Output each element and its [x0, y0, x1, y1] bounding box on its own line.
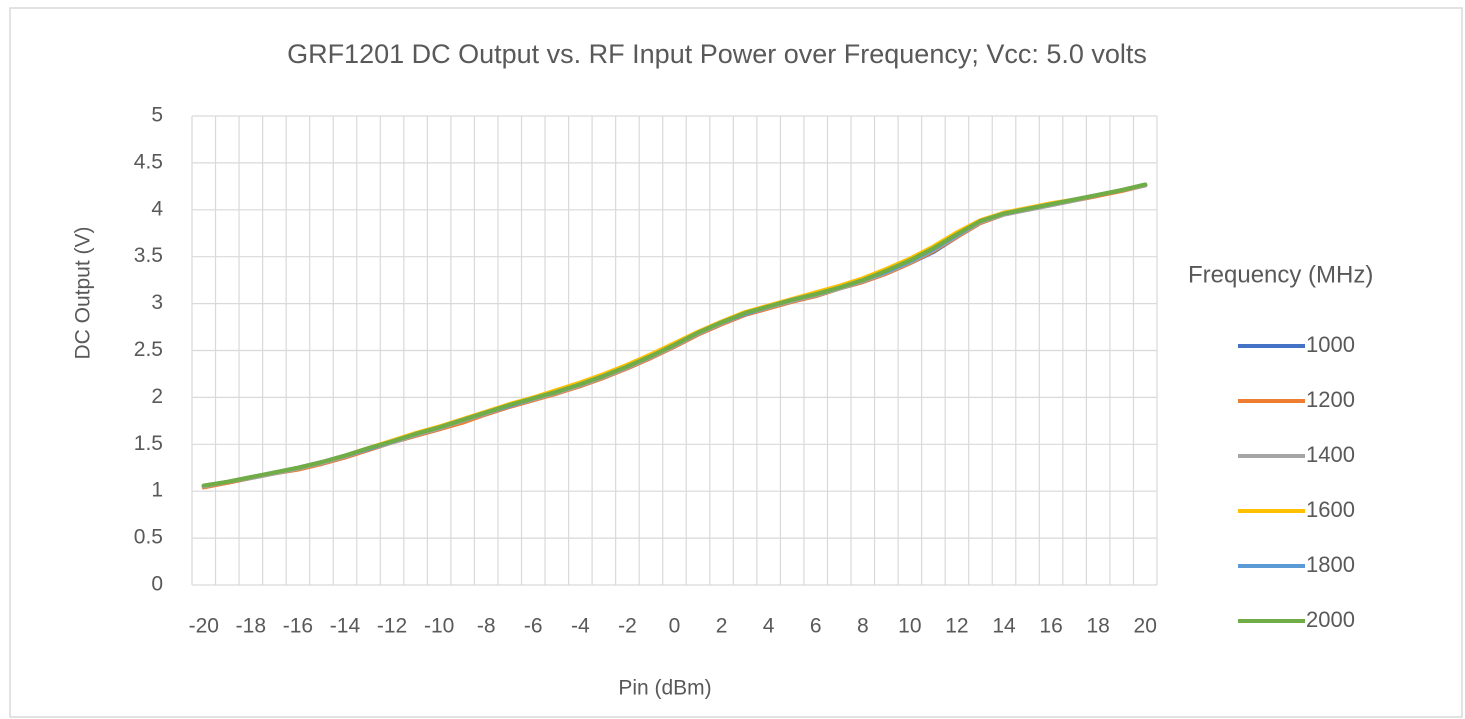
legend-label: 1400 [1306, 442, 1355, 467]
legend-label: 1200 [1306, 387, 1355, 412]
y-tick-label: 3 [151, 291, 163, 314]
x-tick-label: 8 [857, 615, 869, 638]
y-tick-label: 4 [151, 197, 163, 220]
legend-label: 1800 [1306, 552, 1355, 577]
x-tick-label: 10 [898, 615, 921, 638]
x-tick-label: 20 [1134, 615, 1157, 638]
x-tick-label: -16 [283, 615, 313, 638]
y-tick-label: 1 [151, 479, 163, 502]
y-tick-label: 2.5 [134, 338, 163, 361]
y-tick-label: 2 [151, 385, 163, 408]
chart-title: GRF1201 DC Output vs. RF Input Power ove… [287, 39, 1147, 69]
y-tick-label: 5 [151, 104, 163, 127]
y-tick-label: 1.5 [134, 432, 163, 455]
x-tick-label: -10 [424, 615, 454, 638]
legend-label: 1000 [1306, 332, 1355, 357]
legend-label: 2000 [1306, 607, 1355, 632]
x-tick-label: 12 [945, 615, 968, 638]
y-tick-label: 4.5 [134, 150, 163, 173]
x-tick-label: 14 [992, 615, 1016, 638]
x-tick-label: 0 [669, 615, 681, 638]
x-tick-label: -6 [524, 615, 543, 638]
y-tick-label: 3.5 [134, 244, 163, 267]
legend-label: 1600 [1306, 497, 1355, 522]
y-tick-label: 0 [151, 573, 163, 596]
y-axis-label: DC Output (V) [72, 226, 95, 359]
y-tick-label: 0.5 [134, 526, 163, 549]
x-tick-label: -20 [189, 615, 219, 638]
x-tick-label: -18 [236, 615, 266, 638]
x-tick-label: 16 [1039, 615, 1062, 638]
x-tick-label: 18 [1086, 615, 1109, 638]
x-tick-label: -2 [618, 615, 637, 638]
data-line [201, 182, 1148, 488]
legend-title: Frequency (MHz) [1188, 261, 1373, 288]
chart-frame [9, 7, 1463, 718]
x-tick-label: -4 [571, 615, 590, 638]
x-tick-label: 6 [810, 615, 822, 638]
x-tick-label: -8 [477, 615, 496, 638]
x-tick-label: -14 [330, 615, 361, 638]
x-axis-label: Pin (dBm) [618, 677, 711, 700]
x-tick-label: 4 [763, 615, 775, 638]
x-tick-label: -12 [377, 615, 407, 638]
x-tick-label: 2 [716, 615, 728, 638]
